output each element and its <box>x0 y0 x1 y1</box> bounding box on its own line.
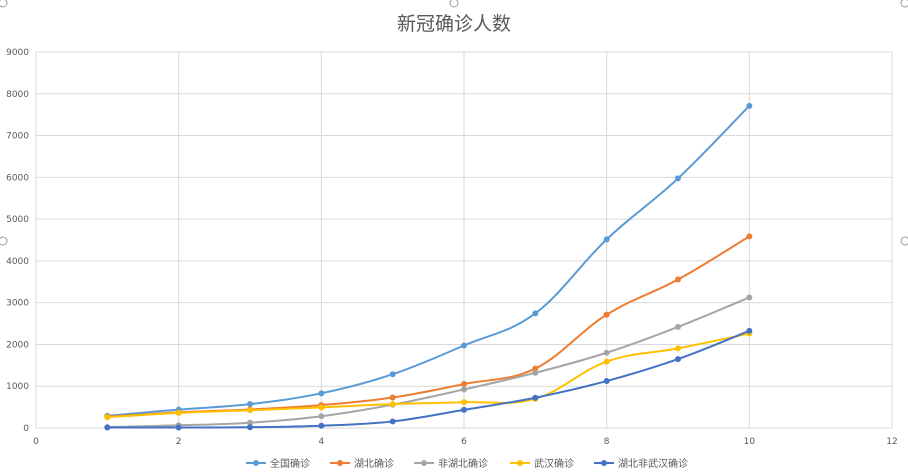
data-point <box>461 386 467 393</box>
data-point <box>603 236 610 243</box>
legend-label: 湖北确诊 <box>354 457 394 470</box>
resize-handle[interactable] <box>449 0 459 8</box>
x-tick-label: 10 <box>744 437 756 447</box>
x-tick-label: 4 <box>318 437 324 447</box>
legend-marker <box>253 460 259 466</box>
data-point <box>532 369 539 376</box>
data-point <box>675 276 681 283</box>
legend-marker <box>421 460 427 466</box>
y-tick-label: 6000 <box>6 173 29 183</box>
y-tick-label: 8000 <box>6 90 29 100</box>
data-point <box>746 102 753 109</box>
y-tick-label: 3000 <box>6 299 29 309</box>
data-point <box>675 356 681 363</box>
legend-item: 非湖北确诊 <box>414 457 488 470</box>
resize-handle[interactable] <box>0 236 8 246</box>
data-point <box>746 233 753 240</box>
y-tick-label: 1000 <box>6 382 29 392</box>
legend-label: 武汉确诊 <box>534 457 574 470</box>
data-point <box>532 394 539 401</box>
series-3 <box>104 294 753 431</box>
axis-layer: 0 1000 2000 3000 4000 5000 6000 7000 8000 9000 0 2 4… <box>6 48 898 447</box>
y-tick-label: 9000 <box>6 48 29 58</box>
y-tick-label: 0 <box>23 424 29 434</box>
series-line <box>107 235 750 418</box>
data-point <box>461 399 467 406</box>
chart-legend: 全国确诊 湖北确诊 非湖北确诊 武汉确诊 湖北非武汉确诊 <box>246 457 688 470</box>
data-point <box>389 394 396 401</box>
data-point <box>318 404 325 411</box>
x-tick-label: 2 <box>176 437 182 447</box>
resize-handle[interactable] <box>900 236 908 246</box>
series-line <box>107 329 750 429</box>
data-point <box>318 390 325 397</box>
legend-label: 全国确诊 <box>270 457 310 470</box>
x-tick-label: 8 <box>604 437 610 447</box>
resize-handle[interactable] <box>900 0 908 8</box>
data-point <box>746 294 753 301</box>
legend-marker <box>337 460 343 466</box>
series-line <box>107 296 750 429</box>
data-point <box>603 311 610 318</box>
legend-item: 湖北确诊 <box>330 457 394 470</box>
series-5 <box>104 327 753 431</box>
data-point <box>746 327 753 334</box>
series-line <box>107 105 751 417</box>
data-point <box>603 358 610 365</box>
data-point <box>461 381 467 388</box>
data-point <box>389 371 396 378</box>
data-point <box>461 406 467 413</box>
grid-layer <box>35 51 893 429</box>
data-point <box>318 413 325 420</box>
data-point <box>389 401 396 408</box>
data-point <box>389 418 396 425</box>
legend-marker <box>601 460 607 466</box>
data-point <box>532 310 539 317</box>
legend-item: 湖北非武汉确诊 <box>594 457 688 470</box>
data-point <box>175 424 182 431</box>
data-point <box>247 419 253 426</box>
resize-handle[interactable] <box>0 0 8 8</box>
x-tick-label: 6 <box>461 437 467 447</box>
data-point <box>532 365 539 372</box>
legend-label: 非湖北确诊 <box>438 457 488 470</box>
data-point <box>104 414 111 421</box>
data-point <box>247 407 253 414</box>
data-point <box>675 345 681 352</box>
x-tick-label: 0 <box>33 437 39 447</box>
data-point <box>603 349 610 356</box>
legend-item: 武汉确诊 <box>510 457 574 470</box>
data-point <box>247 424 253 431</box>
legend-marker <box>517 460 523 466</box>
y-tick-label: 4000 <box>6 257 29 267</box>
data-point <box>247 401 253 408</box>
series-layer <box>104 102 753 431</box>
data-point <box>461 342 467 349</box>
data-point <box>175 409 182 416</box>
chart-title: 新冠确诊人数 <box>397 13 511 35</box>
data-point <box>318 422 325 429</box>
legend-item: 全国确诊 <box>246 457 310 470</box>
legend-label: 湖北非武汉确诊 <box>618 457 688 470</box>
y-tick-label: 2000 <box>6 340 29 350</box>
data-point <box>675 175 681 182</box>
series-line <box>107 332 750 419</box>
data-point <box>603 378 610 385</box>
data-point <box>675 323 681 330</box>
selection-handles[interactable] <box>0 0 908 246</box>
y-tick-label: 5000 <box>6 215 29 225</box>
y-tick-label: 7000 <box>6 132 29 142</box>
data-point <box>104 424 111 431</box>
x-tick-label: 12 <box>886 437 897 447</box>
